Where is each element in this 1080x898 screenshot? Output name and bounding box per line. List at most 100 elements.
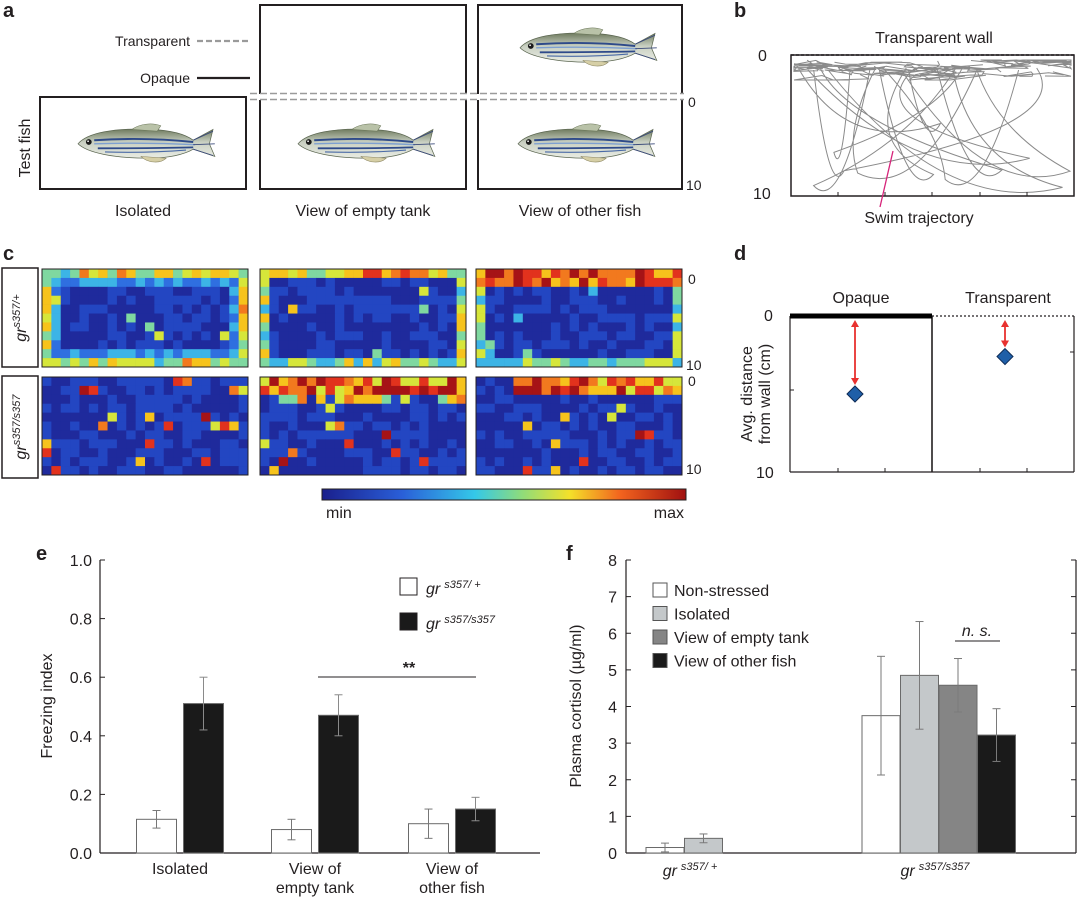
heatmap-cell [616, 439, 627, 449]
heatmap-cell [238, 322, 249, 332]
heatmap-cell [182, 430, 193, 440]
heatmap-cell [513, 466, 524, 476]
heatmap-cell [447, 349, 457, 359]
heatmap-cell [278, 277, 289, 288]
heatmap-cell [522, 340, 533, 350]
heatmap-cell [456, 286, 467, 297]
heatmap-cell [278, 430, 289, 440]
heatmap-cell [532, 286, 542, 297]
heatmap-cell [447, 277, 457, 288]
heatmap-cell [135, 331, 146, 341]
heatmap-cell [381, 313, 392, 323]
heatmap-cell [163, 403, 174, 413]
heatmap-cell [182, 394, 193, 405]
heatmap-cell [400, 430, 411, 440]
heatmap-cell [201, 295, 211, 305]
heatmap-cell [325, 403, 336, 413]
heatmap-cell [60, 295, 71, 305]
heatmap-cell [635, 448, 645, 458]
heatmap-cell [476, 331, 486, 341]
heatmap-cell [409, 313, 420, 323]
heatmap-cell [288, 412, 298, 422]
heatmap-cell [381, 385, 392, 396]
heatmap-cell [476, 457, 486, 467]
heatmap-cell [353, 439, 364, 449]
heatmap-cell [532, 313, 542, 323]
heatmap-cell [522, 412, 533, 422]
heatmap-cell [51, 385, 62, 396]
heatmap-cell [644, 377, 655, 387]
heatmap-cell [616, 430, 627, 440]
heatmap-cell [569, 286, 580, 297]
legend-label: Isolated [674, 607, 730, 624]
heatmap-cell [522, 377, 533, 387]
heatmap-cell [400, 394, 411, 405]
heatmap-cell [569, 421, 580, 431]
heatmap-cell [191, 403, 202, 413]
heatmap-cell [297, 421, 308, 431]
heatmap-cell [437, 403, 448, 413]
heatmap-cell [672, 403, 683, 413]
panel-label-a: a [3, 0, 15, 22]
heatmap-cell [182, 421, 193, 431]
heatmap-cell [325, 466, 336, 476]
heatmap-cell [616, 421, 627, 431]
heatmap-cell [550, 403, 561, 413]
heatmap-cell [579, 295, 589, 305]
heatmap-cell [532, 295, 542, 305]
heatmap-cell [297, 304, 308, 314]
heatmap-cell [269, 448, 280, 458]
heatmap-cell [278, 466, 289, 476]
heatmap-cell [269, 439, 280, 449]
heatmap-cell [476, 466, 486, 476]
heatmap-cell [201, 313, 211, 323]
heatmap-cell [306, 385, 317, 396]
heatmap-cell [663, 448, 673, 458]
heatmap-cell [447, 466, 457, 476]
heatmap-cell [391, 295, 401, 305]
heatmap-cell [191, 421, 202, 431]
heatmap-cell [532, 277, 542, 288]
heatmap-cell [494, 313, 505, 323]
heatmap-cell [163, 349, 174, 359]
heatmap-cell [541, 457, 552, 467]
heatmap-cell [532, 269, 542, 279]
heatmap-cell [278, 304, 289, 314]
heatmap-cell [353, 358, 364, 368]
heatmap-cell [229, 457, 239, 467]
heatmap-cell [238, 286, 249, 297]
heatmap-cell [219, 421, 230, 431]
heatmap-cell [60, 340, 71, 350]
heatmap-cell [625, 295, 636, 305]
heatmap-cell [316, 466, 326, 476]
heatmap-cell [260, 448, 270, 458]
heatmap-cell [541, 385, 552, 396]
heatmap-cell [344, 286, 354, 297]
heatmap-cell [145, 331, 155, 341]
heatmap-cell [107, 322, 118, 332]
heatmap-cell [316, 439, 326, 449]
heatmap-cell [437, 385, 448, 396]
heatmap-cell [579, 340, 589, 350]
heatmap-cell [635, 349, 645, 359]
heatmap-cell [163, 295, 174, 305]
heatmap-cell [42, 277, 52, 288]
heatmap-cell [210, 358, 221, 368]
tick-label: 10 [756, 465, 774, 482]
heatmap-cell [98, 394, 108, 405]
heatmap-cell [288, 377, 298, 387]
heatmap-cell [201, 430, 211, 440]
heatmap-cell [182, 269, 193, 279]
heatmap-cell [494, 358, 505, 368]
heatmap-cell [260, 457, 270, 467]
heatmap-cell [597, 340, 608, 350]
heatmap-cell [644, 412, 655, 422]
heatmap-cell [541, 277, 552, 288]
heatmap-cell [51, 448, 62, 458]
heatmap-cell [288, 349, 298, 359]
heatmap-cell [494, 304, 505, 314]
heatmap-cell [616, 403, 627, 413]
heatmap-cell [182, 340, 193, 350]
heatmap-cell [532, 466, 542, 476]
heatmap-cell [588, 322, 599, 332]
